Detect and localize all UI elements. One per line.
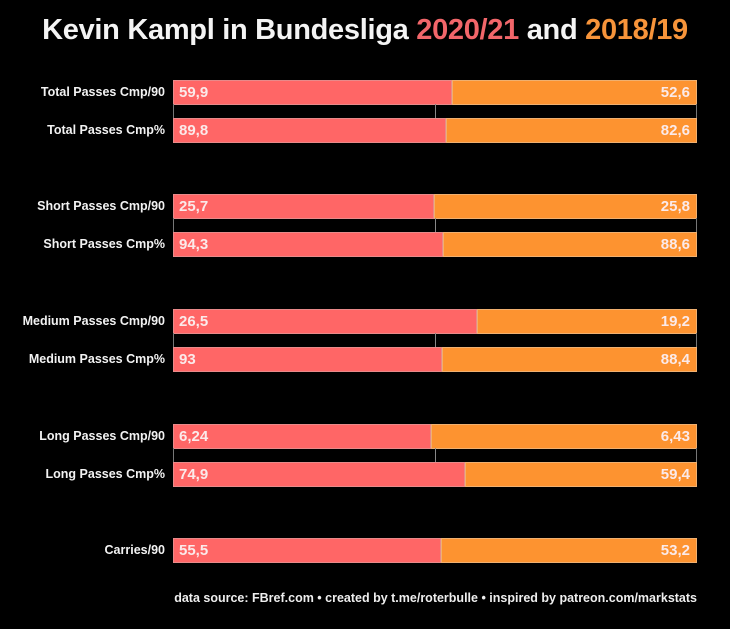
value-label-season-a: 74,9 xyxy=(179,466,209,483)
title-prefix: Kevin Kampl in Bundesliga xyxy=(42,14,417,46)
category-label: Medium Passes Cmp% xyxy=(28,352,165,366)
title-season-a: 2020/21 xyxy=(416,14,519,46)
value-label-season-a: 59,9 xyxy=(179,84,209,101)
midpoint-tick xyxy=(435,104,436,118)
bar-season-b xyxy=(431,424,697,449)
value-label-season-b: 88,6 xyxy=(660,236,690,253)
value-label-season-b: 82,6 xyxy=(660,122,690,139)
bar-season-a xyxy=(173,232,443,257)
bar-season-b xyxy=(434,194,697,219)
title-middle: and xyxy=(518,14,586,46)
category-label: Long Passes Cmp% xyxy=(45,467,165,481)
value-label-season-b: 25,8 xyxy=(660,198,690,215)
value-label-season-a: 93 xyxy=(179,351,196,368)
footer-credits: data source: FBref.com • created by t.me… xyxy=(174,591,697,605)
value-label-season-a: 26,5 xyxy=(179,313,209,330)
category-label: Total Passes Cmp% xyxy=(47,123,165,137)
category-label: Short Passes Cmp% xyxy=(43,237,165,251)
value-label-season-b: 88,4 xyxy=(660,351,690,368)
bar-season-a xyxy=(173,309,477,334)
value-label-season-b: 53,2 xyxy=(660,542,690,559)
title-season-b: 2018/19 xyxy=(585,14,688,46)
midpoint-tick xyxy=(435,333,436,347)
value-label-season-b: 52,6 xyxy=(660,84,690,101)
bar-season-a xyxy=(173,424,431,449)
bar-season-a xyxy=(173,80,452,105)
pair-connector xyxy=(173,333,697,347)
pair-connector xyxy=(173,104,697,118)
bar-season-b xyxy=(452,80,697,105)
value-label-season-a: 55,5 xyxy=(179,542,209,559)
bar-season-a xyxy=(173,347,442,372)
bar-season-b xyxy=(465,462,697,487)
bar-season-a xyxy=(173,462,465,487)
value-label-season-b: 19,2 xyxy=(660,313,690,330)
value-label-season-a: 6,24 xyxy=(179,428,209,445)
category-label: Medium Passes Cmp/90 xyxy=(22,314,165,328)
value-label-season-b: 59,4 xyxy=(660,466,690,483)
category-label: Short Passes Cmp/90 xyxy=(37,199,165,213)
bar-season-a xyxy=(173,118,446,143)
value-label-season-b: 6,43 xyxy=(660,428,690,445)
bar-season-b xyxy=(441,538,697,563)
midpoint-tick xyxy=(435,218,436,232)
category-label: Carries/90 xyxy=(104,543,165,557)
chart-title: Kevin Kampl in Bundesliga 2020/21 and 20… xyxy=(0,14,730,47)
value-label-season-a: 94,3 xyxy=(179,236,209,253)
bar-season-b xyxy=(443,232,697,257)
category-label: Total Passes Cmp/90 xyxy=(40,85,165,99)
pair-connector xyxy=(173,448,697,462)
category-label: Long Passes Cmp/90 xyxy=(39,429,165,443)
midpoint-tick xyxy=(435,448,436,462)
value-label-season-a: 25,7 xyxy=(179,198,209,215)
bar-season-a xyxy=(173,194,434,219)
bar-season-b xyxy=(477,309,697,334)
bar-season-a xyxy=(173,538,441,563)
bar-season-b xyxy=(442,347,697,372)
value-label-season-a: 89,8 xyxy=(179,122,209,139)
pair-connector xyxy=(173,218,697,232)
bar-season-b xyxy=(446,118,697,143)
